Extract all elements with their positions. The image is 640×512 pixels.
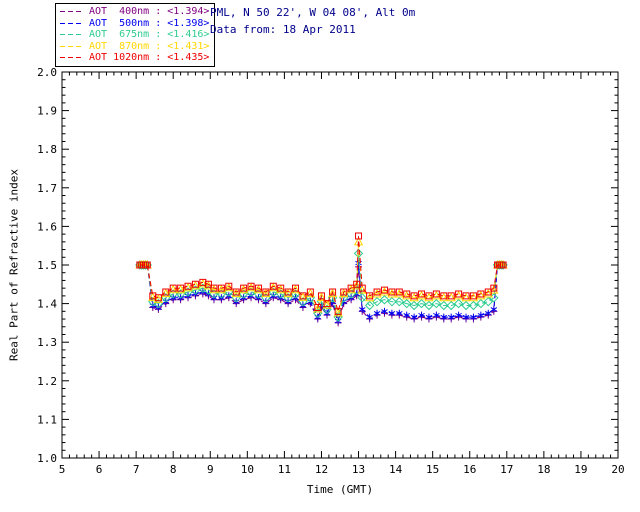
legend-mean-value: <1.435> [167,52,210,63]
series-line [139,236,504,314]
site-info: PML, N 50 22', W 04 08', Alt 0m [210,6,416,19]
x-tick-label: 18 [537,463,550,476]
x-tick-label: 17 [500,463,513,476]
legend-label: AOT 675nm : [89,29,168,40]
x-tick-label: 8 [170,463,177,476]
y-tick-label: 1.0 [37,452,57,465]
legend-item: AOT 1020nm : <1.435> [59,52,209,64]
y-tick-label: 1.2 [37,375,57,388]
x-tick-label: 11 [278,463,291,476]
x-tick-label: 7 [133,463,140,476]
axis-ticks [61,71,619,459]
y-tick-label: 1.8 [37,143,57,156]
legend-item: AOT 400nm : <1.394> [59,6,209,18]
date-info: Data from: 18 Apr 2011 [210,23,356,36]
x-tick-label: 16 [463,463,476,476]
legend-label: AOT 870nm : [89,40,168,52]
legend-line-sample [60,57,84,59]
legend-item: AOT 870nm : <1.431> [59,41,209,53]
legend-line-sample [60,34,84,36]
legend-line-sample [60,11,84,13]
legend-label: AOT 1020nm : [89,52,168,63]
x-tick-label: 12 [315,463,328,476]
legend-item: AOT 675nm : <1.416> [59,29,209,41]
y-tick-label: 1.5 [37,259,57,272]
x-tick-label: 14 [389,463,403,476]
legend-mean-value: <1.431> [167,40,210,52]
x-tick-label: 20 [611,463,624,476]
x-tick-label: 15 [426,463,439,476]
x-axis-label: Time (GMT) [306,483,374,496]
series-markers [135,248,508,322]
x-tick-label: 5 [59,463,66,476]
series-markers [136,232,507,315]
y-tick-label: 1.9 [37,105,57,118]
y-tick-label: 2.0 [37,66,57,79]
y-tick-label: 1.1 [37,413,57,426]
series-line [139,253,504,319]
legend-line-sample [60,45,84,47]
y-tick-label: 1.6 [37,220,57,233]
y-tick-label: 1.3 [37,336,57,349]
series-aot-1020nm [136,232,507,315]
y-tick-label: 1.4 [37,298,57,311]
legend: AOT 400nm : <1.394> AOT 500nm : <1.398> AO… [55,3,216,67]
legend-line-sample [60,22,84,24]
x-tick-label: 6 [96,463,103,476]
legend-mean-value: <1.416> [167,29,210,40]
legend-label: AOT 400nm : [89,6,168,17]
legend-mean-value: <1.394> [167,6,210,17]
x-tick-label: 9 [207,463,214,476]
series-aot-675nm [135,248,508,322]
legend-item: AOT 500nm : <1.398> [59,18,209,30]
y-tick-label: 1.7 [37,182,57,195]
legend-mean-value: <1.398> [167,17,210,29]
x-tick-label: 13 [352,463,365,476]
legend-label: AOT 500nm : [89,17,168,29]
y-axis-label: Real Part of Refractive index [7,168,21,362]
x-tick-label: 19 [574,463,587,476]
tick-labels: 5 6 7 8 9 10 11 12 13 14 15 16 17 18 19 20 1.0 1.1 1.2 1.3 1… [37,66,625,476]
x-tick-label: 10 [241,463,254,476]
